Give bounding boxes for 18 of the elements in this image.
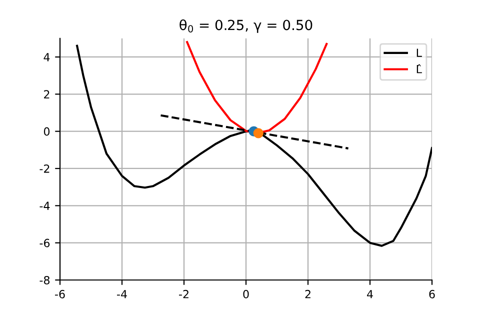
y-tick-label: -8	[40, 276, 50, 284]
x-tick-label: -6	[55, 290, 65, 298]
line-series	[76, 44, 432, 247]
x-tick-label: -4	[117, 290, 127, 298]
chart-title: θ$_{0}$ = 0.25, γ = 0.50	[180, 19, 312, 33]
y-tick-label: -4	[40, 202, 50, 210]
legend-label: L	[416, 48, 422, 57]
y-tick-label: -2	[40, 164, 50, 173]
y-tick-label: 0	[44, 127, 50, 136]
x-tick-label: -2	[179, 290, 188, 298]
x-tick-label: 0	[243, 290, 249, 298]
y-tick-label: -6	[40, 238, 50, 248]
x-tick-label: 6	[429, 290, 435, 298]
x-tick-label: 4	[367, 290, 373, 298]
y-tick-label: 2	[44, 90, 50, 98]
x-tick-label: 2	[305, 290, 310, 298]
legend-label: L̂	[416, 64, 422, 74]
y-tick-label: 4	[44, 53, 50, 62]
